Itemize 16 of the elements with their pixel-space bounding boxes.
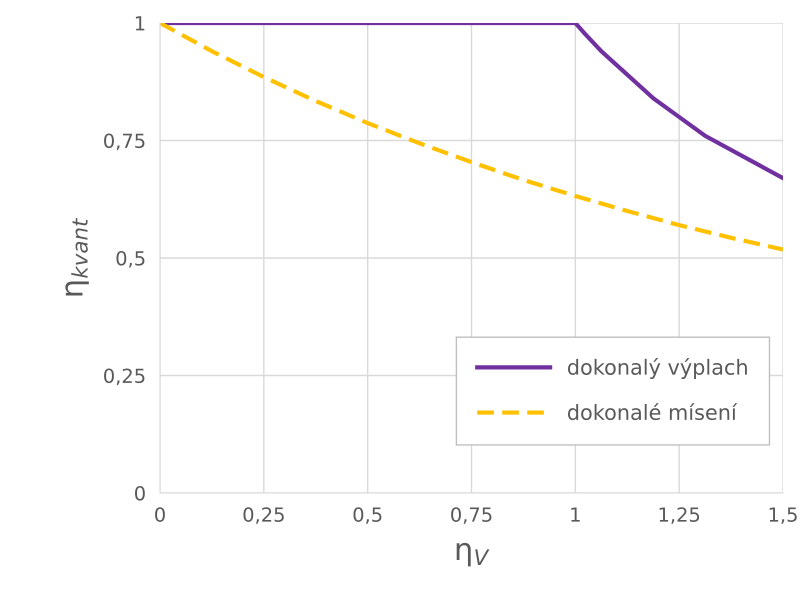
y-tick-label: 0,75 bbox=[104, 133, 144, 150]
y-tick-label: 0,25 bbox=[104, 368, 144, 386]
y-axis-title: η$_{kvant}$ bbox=[65, 218, 89, 296]
y-tick-label: 1 bbox=[136, 16, 144, 30]
x-tick-label: 1 bbox=[571, 507, 580, 522]
y-tick-label: 0 bbox=[135, 486, 145, 501]
x-tick-label: 0 bbox=[155, 507, 165, 522]
x-tick-label: 1,5 bbox=[770, 507, 797, 524]
x-tick-label: 0,25 bbox=[243, 507, 284, 524]
x-tick-label: 0,5 bbox=[353, 507, 382, 524]
y-tick-label: 0,5 bbox=[116, 250, 144, 268]
x-axis-title: η$_{V}$ bbox=[456, 542, 490, 566]
x-tick-label: 0,75 bbox=[451, 507, 492, 524]
x-tick-label: 1,25 bbox=[660, 507, 700, 524]
legend-label: dokonalý výplach bbox=[568, 358, 747, 379]
legend-label: dokonalé mísení bbox=[568, 403, 738, 420]
